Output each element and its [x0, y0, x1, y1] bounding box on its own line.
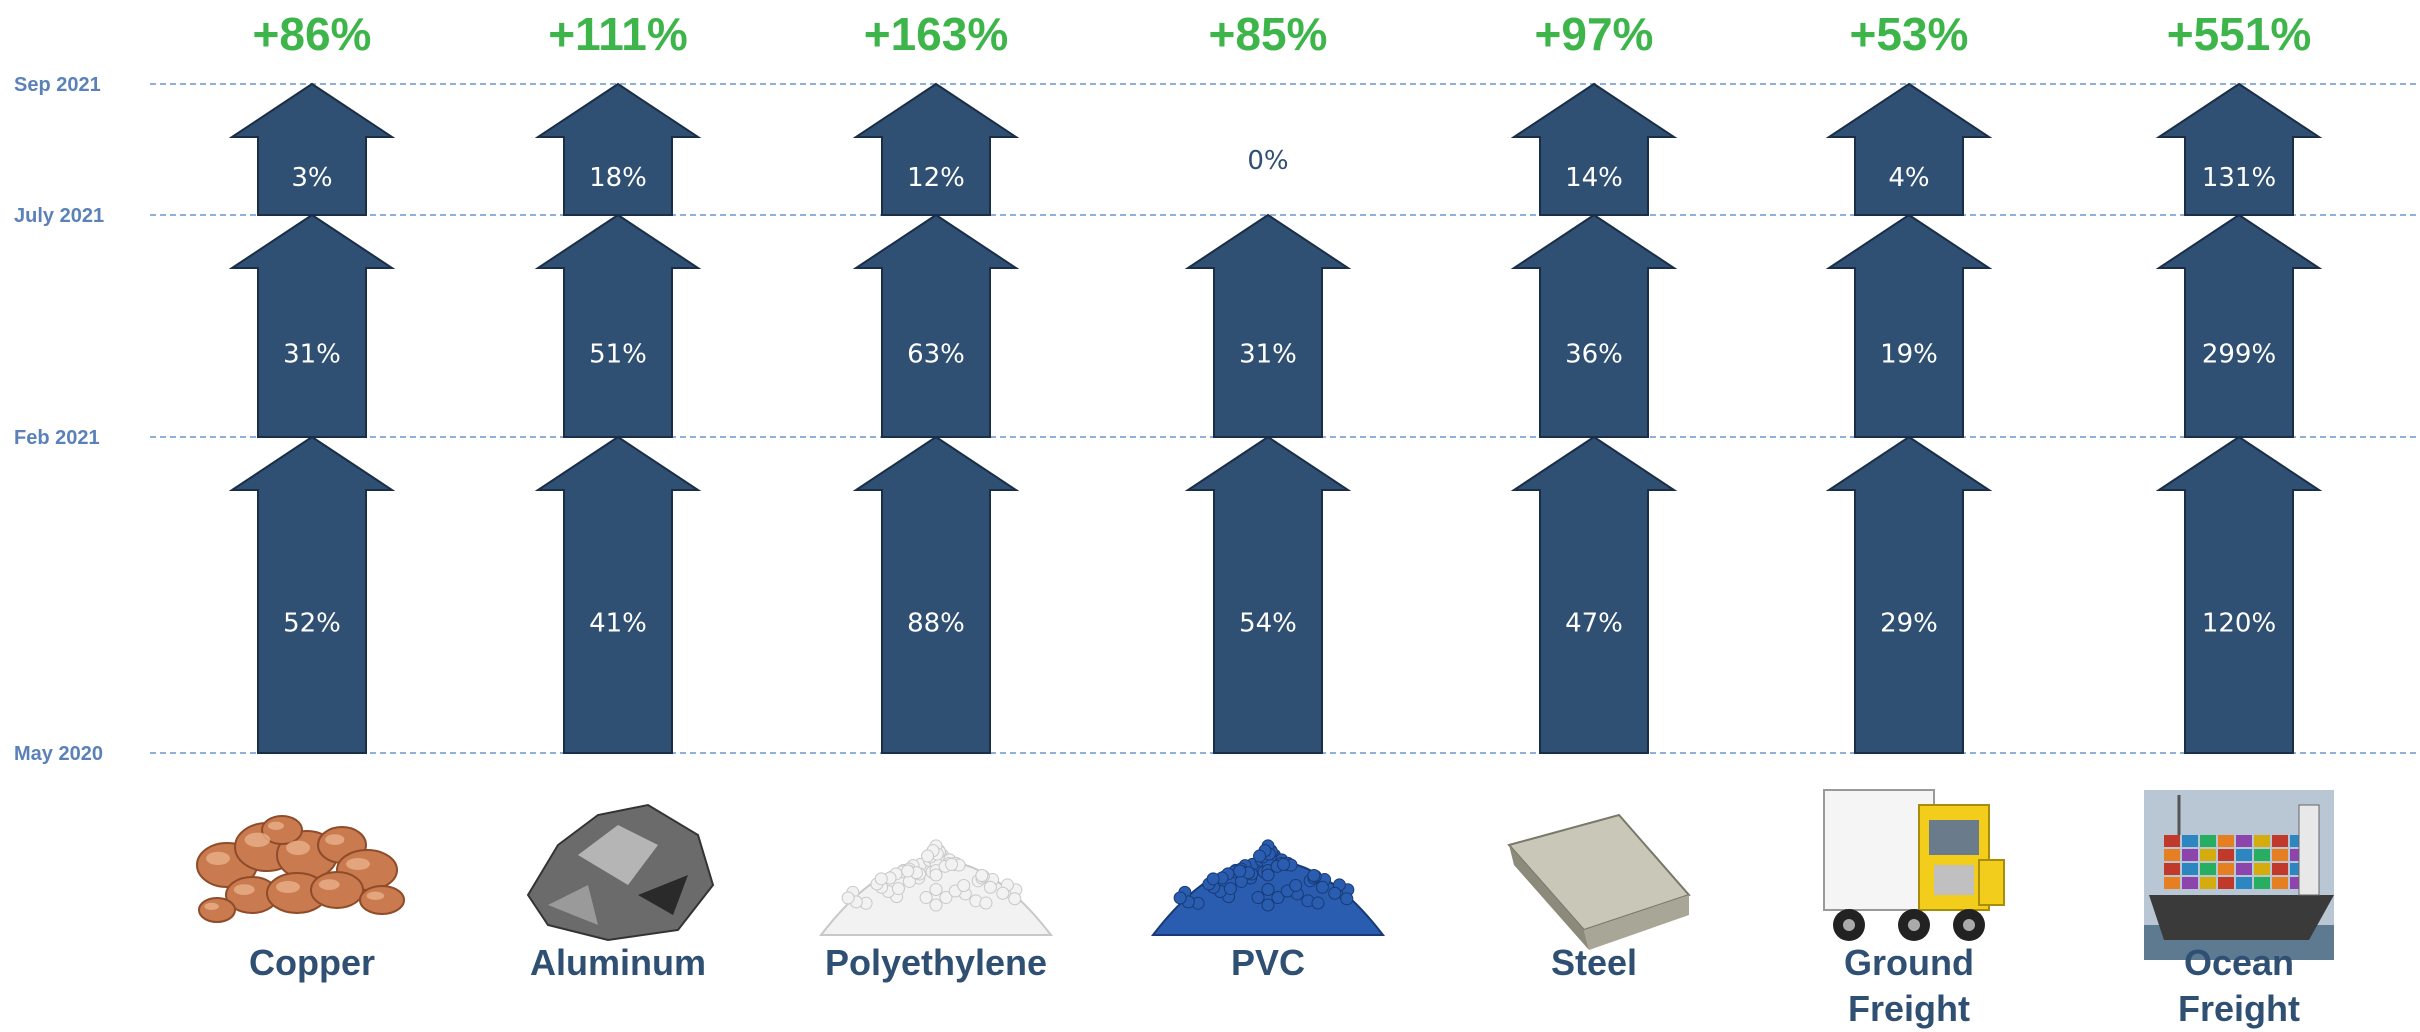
category-label: Ground Freight [1844, 942, 1974, 1029]
category-label: PVC [1231, 942, 1305, 983]
increase-arrow [1510, 213, 1678, 438]
increase-arrow [852, 213, 1020, 438]
increase-arrow [228, 82, 396, 216]
total-increase-label: +85% [1209, 8, 1328, 60]
increase-arrow [228, 213, 396, 438]
category-label: Steel [1551, 942, 1637, 983]
category-arrow-group: 47% 36% 14% +97% [1510, 8, 1678, 754]
increase-arrow [1510, 435, 1678, 754]
period-label: May 2020 [14, 743, 103, 765]
pvc-pellets [1150, 839, 1386, 936]
segment-value-label: 299% [2202, 340, 2276, 370]
increase-arrow [2155, 435, 2323, 754]
increase-arrow [228, 435, 396, 754]
category-label: Copper [249, 942, 375, 983]
aluminum-ore [526, 803, 715, 942]
increase-arrow [1184, 435, 1352, 754]
segment-value-label: 131% [2202, 163, 2276, 193]
category-label: Polyethylene [825, 942, 1047, 983]
segment-value-label: 3% [291, 163, 332, 193]
total-increase-label: +551% [2167, 8, 2312, 60]
increase-arrow [1825, 435, 1993, 754]
period-label: July 2021 [14, 205, 104, 227]
segment-value-label: 51% [589, 340, 647, 370]
segment-value-label: 88% [907, 609, 965, 639]
segment-value-label: 41% [589, 609, 647, 639]
total-increase-label: +53% [1850, 8, 1969, 60]
total-increase-label: +97% [1535, 8, 1654, 60]
segment-value-label: 29% [1880, 609, 1938, 639]
segment-value-label: 4% [1888, 163, 1929, 193]
segment-value-label: 0% [1247, 146, 1288, 176]
copper-nuggets [196, 815, 405, 923]
segment-value-label: 31% [1239, 340, 1297, 370]
increase-arrow [534, 213, 702, 438]
increase-arrow [1825, 82, 1993, 216]
polyethylene-pellets [818, 839, 1054, 936]
segment-value-label: 63% [907, 340, 965, 370]
segment-value-label: 54% [1239, 609, 1297, 639]
steel-ingot [1507, 813, 1691, 950]
container-ship [2144, 790, 2334, 960]
total-increase-label: +111% [548, 8, 687, 60]
total-increase-label: +163% [864, 8, 1009, 60]
increase-arrow [2155, 82, 2323, 216]
increase-arrow [1825, 213, 1993, 438]
increase-arrow [852, 82, 1020, 216]
increase-arrow [1184, 213, 1352, 438]
category-images [196, 789, 2334, 960]
category-arrow-group: 52% 31% 3% +86% [228, 8, 396, 754]
segment-value-label: 31% [283, 340, 341, 370]
increase-arrow [534, 82, 702, 216]
segment-value-label: 18% [589, 163, 647, 193]
increase-arrows: 52% 31% 3% +86% 41% 51% 18% +111% 88% 63% 12% +163%… [228, 8, 2323, 754]
segment-value-label: 19% [1880, 340, 1938, 370]
category-arrow-group: 88% 63% 12% +163% [852, 8, 1020, 754]
period-label: Feb 2021 [14, 427, 100, 449]
semi-truck [1823, 789, 2005, 941]
category-label: Ocean Freight [2178, 942, 2300, 1029]
category-label: Aluminum [530, 942, 706, 983]
period-label: Sep 2021 [14, 74, 101, 96]
category-arrow-group: 54% 31% 0% +85% [1184, 8, 1352, 754]
segment-value-label: 36% [1565, 340, 1623, 370]
total-increase-label: +86% [253, 8, 372, 60]
segment-value-label: 52% [283, 609, 341, 639]
segment-value-label: 14% [1565, 163, 1623, 193]
increase-arrow [1510, 82, 1678, 216]
category-arrow-group: 29% 19% 4% +53% [1825, 8, 1993, 754]
segment-value-label: 12% [907, 163, 965, 193]
category-arrow-group: 120% 299% 131% +551% [2155, 8, 2323, 754]
category-arrow-group: 41% 51% 18% +111% [534, 8, 702, 754]
category-labels: Copper Aluminum Polyethylene PVC Steel Ground… [249, 942, 2300, 1029]
increase-arrow [852, 435, 1020, 754]
segment-value-label: 120% [2202, 609, 2276, 639]
segment-value-label: 47% [1565, 609, 1623, 639]
increase-arrow [534, 435, 702, 754]
increase-arrow [2155, 213, 2323, 438]
